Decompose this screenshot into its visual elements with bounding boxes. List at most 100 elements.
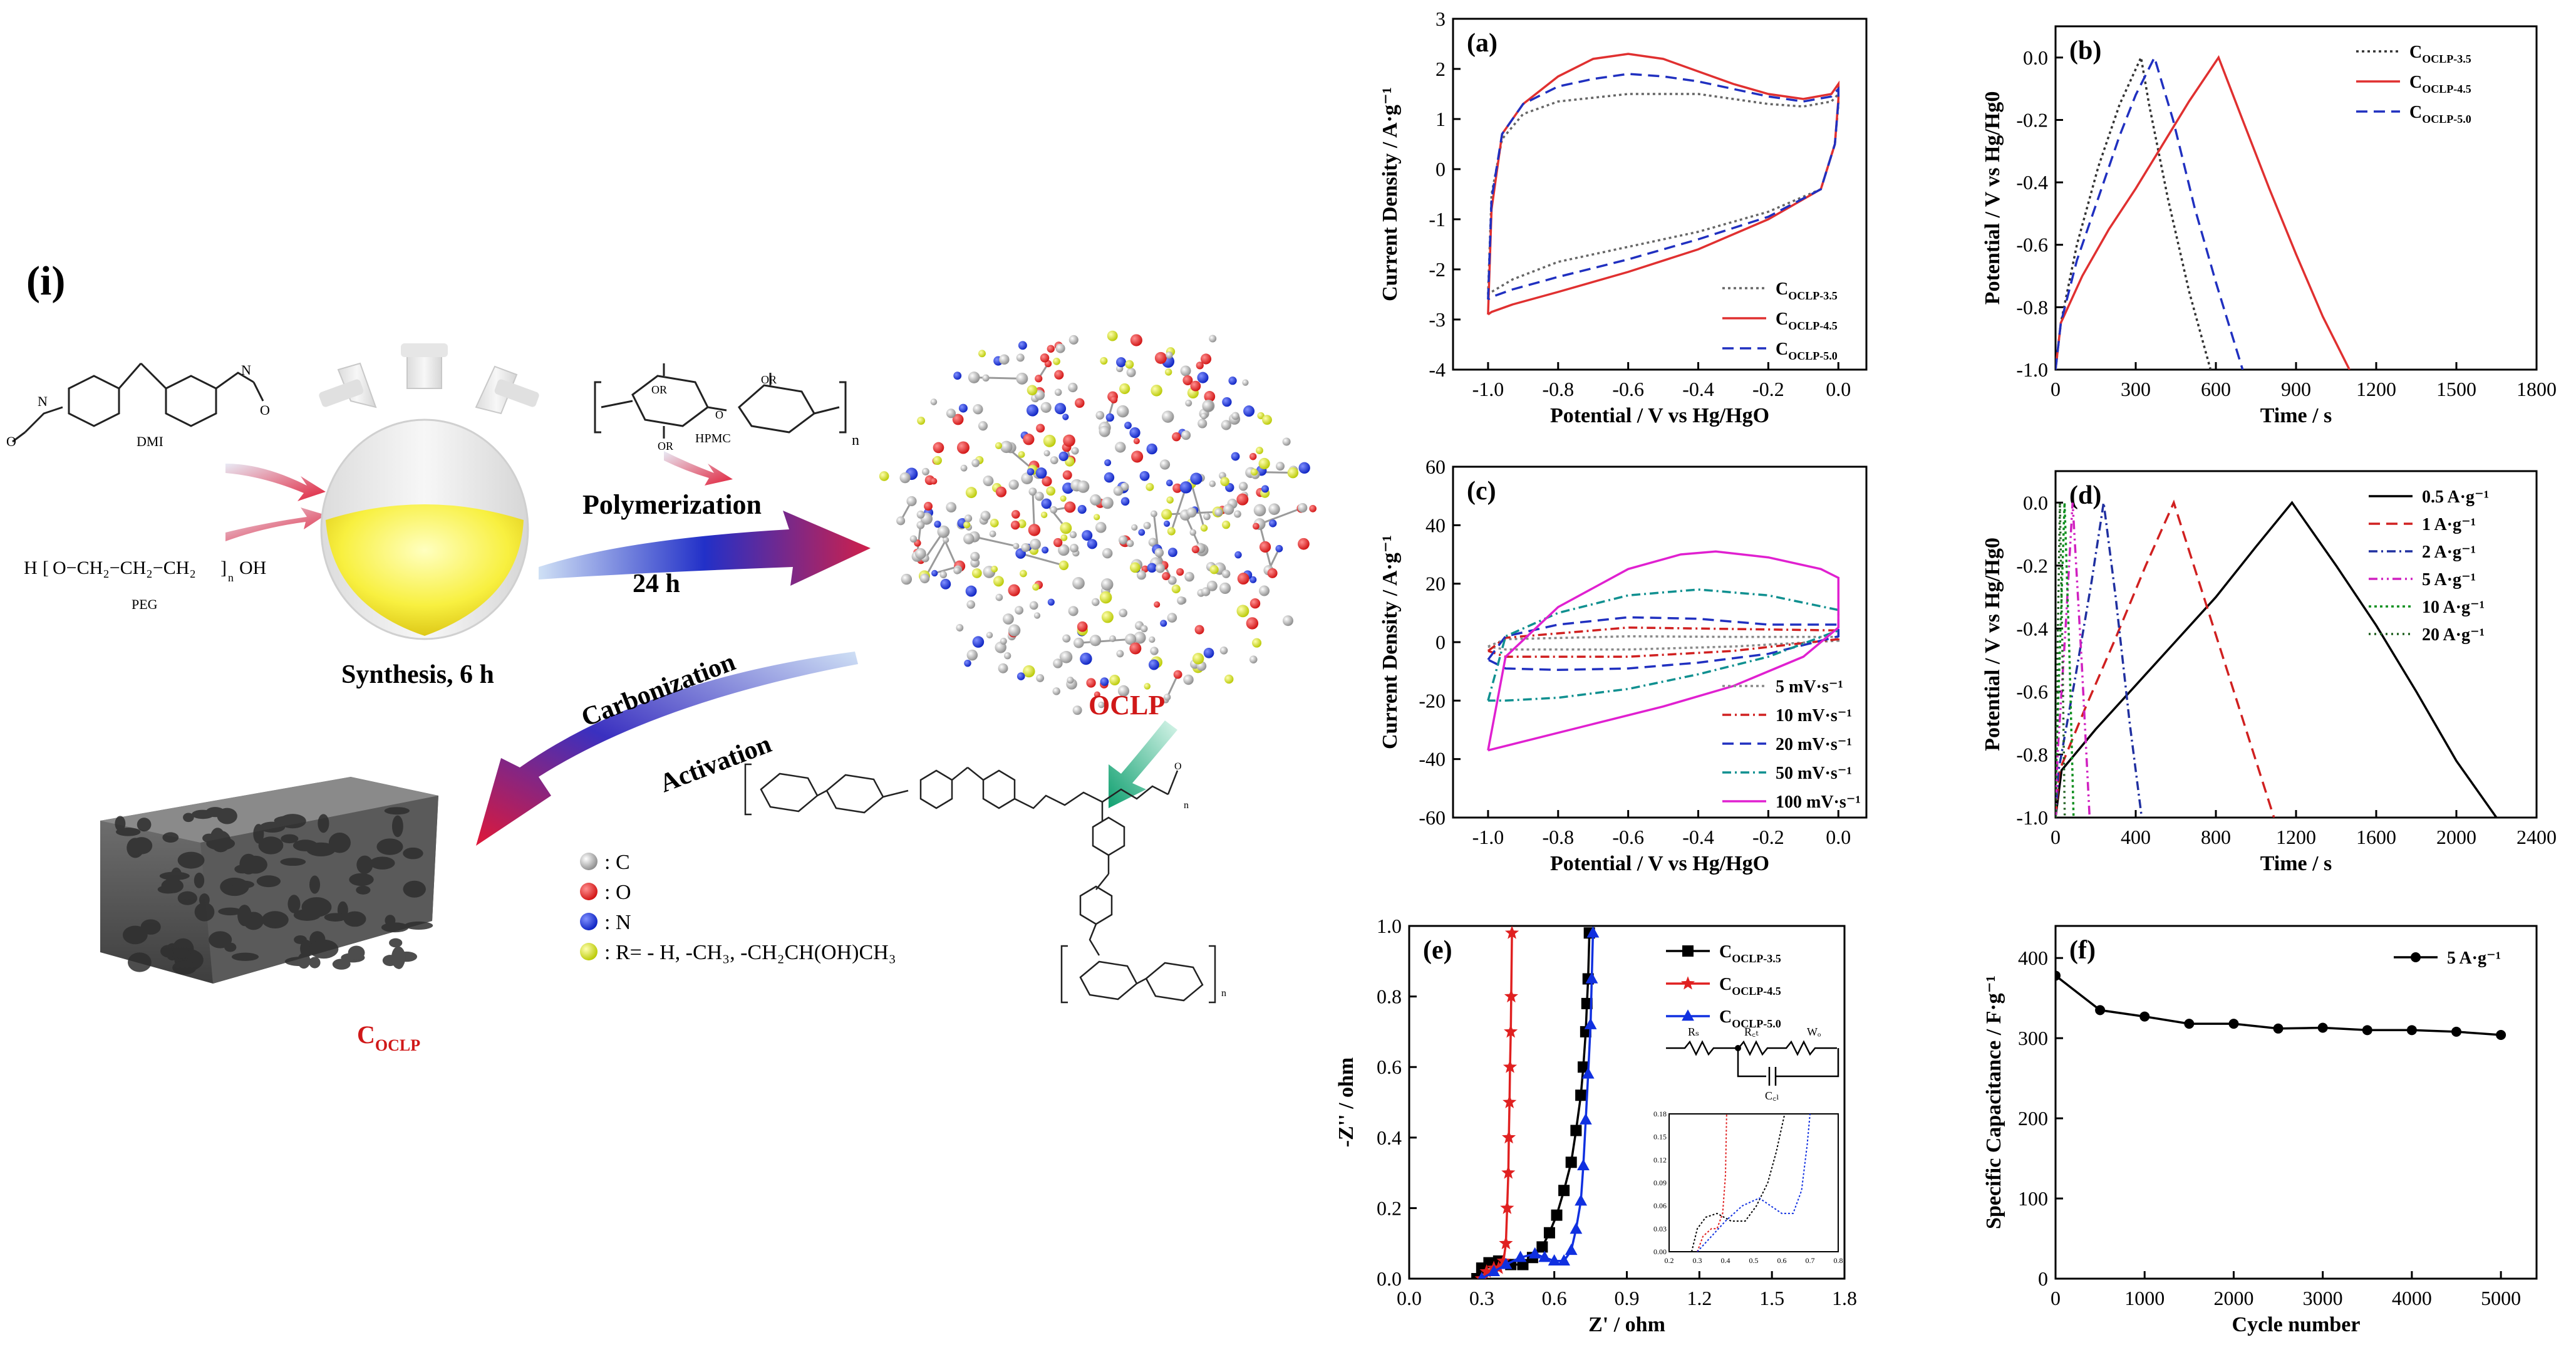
legend-label: COCLP-5.0	[2409, 103, 2471, 125]
synthesis-scheme: (i) O N N O DMI H [ O−CH₂−CH₂−CH₂ ] n OH…	[6, 258, 1317, 1054]
legend-label: 1 A·g⁻¹	[2422, 515, 2476, 534]
svg-text:[: [	[43, 558, 49, 578]
y-tick-label: 2	[1435, 58, 1446, 80]
y-tick-label: 0	[1435, 158, 1446, 180]
y-tick-label: -3	[1429, 308, 1446, 331]
hpmc-n: n	[852, 432, 859, 449]
peg-h: H	[24, 558, 38, 578]
legend-label: 20 mV·s⁻¹	[1776, 735, 1852, 754]
data-point	[1565, 1156, 1577, 1168]
inset-y-tick: 0.06	[1653, 1202, 1667, 1210]
data-point	[1528, 1247, 1541, 1259]
data-point	[1585, 972, 1598, 984]
y-tick-label: 0.0	[2023, 491, 2048, 514]
y-tick-label: 0.6	[1377, 1056, 1402, 1078]
x-axis-label: Cycle number	[2232, 1313, 2361, 1336]
y-tick-label: -1.0	[2016, 358, 2048, 381]
x-tick-label: -0.6	[1612, 378, 1644, 400]
x-tick-label: 0.0	[1826, 378, 1851, 400]
legend-label: COCLP-4.5	[2409, 73, 2471, 95]
svg-text:OR: OR	[658, 440, 673, 452]
panel-label: (c)	[1467, 477, 1496, 506]
carbon-block-icon	[100, 777, 438, 984]
data-point	[1578, 1061, 1589, 1073]
y-tick-label: 0	[1435, 631, 1446, 653]
data-point	[1491, 1260, 1506, 1274]
data-point	[1543, 1227, 1555, 1239]
data-point	[1558, 1254, 1571, 1266]
x-tick-label: 1200	[2356, 378, 2396, 400]
svg-text:n: n	[1184, 800, 1189, 811]
legend-label: COCLP-3.5	[1719, 942, 1781, 965]
x-tick-label: 1600	[2356, 826, 2396, 848]
legend-label: 5 A·g⁻¹	[2447, 948, 2501, 968]
y-tick-label: 300	[2018, 1027, 2048, 1049]
series-line-3	[1487, 616, 1840, 672]
legend-atom-icon	[580, 913, 597, 930]
legend-label: 100 mV·s⁻¹	[1776, 793, 1861, 812]
legend-label: 0.5 A·g⁻¹	[2422, 487, 2489, 507]
legend-atom-label: : R= - H, -CH₃, -CH₂CH(OH)CH₃	[604, 941, 896, 964]
legend-marker	[1682, 945, 1694, 957]
x-tick-label: -0.8	[1542, 826, 1574, 848]
x-tick-label: 5000	[2481, 1287, 2521, 1309]
inset-x-tick: 0.5	[1749, 1256, 1759, 1265]
y-tick-label: -20	[1419, 689, 1446, 712]
data-point	[1504, 989, 1519, 1003]
inset-y-tick: 0.12	[1653, 1155, 1667, 1164]
x-tick-label: 0.0	[1397, 1287, 1422, 1309]
legend-label: 5 mV·s⁻¹	[1776, 677, 1843, 697]
y-tick-label: -0.6	[2016, 680, 2048, 703]
scheme-label: (i)	[26, 258, 65, 304]
y-axis-label: Potential / V vs Hg/Hg0	[1981, 538, 2004, 751]
y-tick-label: 0	[2038, 1267, 2048, 1290]
panel-label: (f)	[2069, 936, 2096, 965]
svg-text:O: O	[1174, 761, 1182, 772]
data-point	[1514, 1250, 1527, 1262]
legend-atom-icon	[580, 883, 597, 900]
y-tick-label: -0.8	[2016, 743, 2048, 766]
peg-chain: O−CH₂−CH₂−CH₂	[53, 558, 196, 578]
x-tick-label: 1500	[2436, 378, 2476, 400]
hpmc-molecule	[594, 363, 847, 439]
legend-label: COCLP-3.5	[1776, 279, 1838, 302]
x-tick-label: -0.2	[1752, 826, 1784, 848]
y-axis-label: Current Density / A·g⁻¹	[1379, 87, 1402, 301]
y-tick-label: -0.4	[2016, 171, 2048, 194]
dmi-molecule	[12, 362, 264, 443]
series-line-6	[2056, 502, 2066, 818]
x-tick-label: 400	[2121, 826, 2151, 848]
oclp-structure	[744, 763, 1216, 1004]
y-tick-label: 0.8	[1377, 985, 1402, 1008]
data-point	[2406, 1025, 2417, 1036]
panel-label: (b)	[2069, 36, 2101, 65]
legend-label: COCLP-4.5	[1776, 309, 1838, 332]
x-tick-label: 0	[2051, 378, 2061, 400]
y-tick-label: 40	[1425, 514, 1446, 536]
x-tick-label: 0	[2051, 1287, 2061, 1309]
inset-x-tick: 0.3	[1693, 1256, 1702, 1265]
data-point	[1499, 1236, 1513, 1250]
y-tick-label: 1	[1435, 108, 1446, 130]
legend-label: 10 A·g⁻¹	[2422, 598, 2485, 617]
circuit-label: Wₒ	[1807, 1026, 1821, 1038]
data-point	[2362, 1025, 2372, 1036]
svg-text:N: N	[241, 362, 251, 378]
x-tick-label: 4000	[2392, 1287, 2432, 1309]
circuit-label: C꜀ₗ	[1765, 1089, 1779, 1102]
svg-text:OR: OR	[761, 373, 777, 386]
legend-atom-label: : C	[604, 851, 630, 874]
x-tick-label: 2000	[2436, 826, 2476, 848]
coclp-label: COCLP	[357, 1021, 420, 1054]
hpmc-label: HPMC	[695, 432, 731, 445]
inset-x-tick: 0.8	[1834, 1256, 1843, 1265]
svg-text:O: O	[715, 408, 723, 421]
data-point	[1501, 1130, 1516, 1144]
plot-frame	[1452, 18, 1868, 371]
data-point	[1504, 1024, 1518, 1038]
series-line-2	[1487, 53, 1840, 316]
y-tick-label: -60	[1419, 806, 1446, 829]
y-axis-label: Specific Capacitance / F·g⁻¹	[1982, 975, 2005, 1229]
x-tick-label: 2400	[2517, 826, 2557, 848]
